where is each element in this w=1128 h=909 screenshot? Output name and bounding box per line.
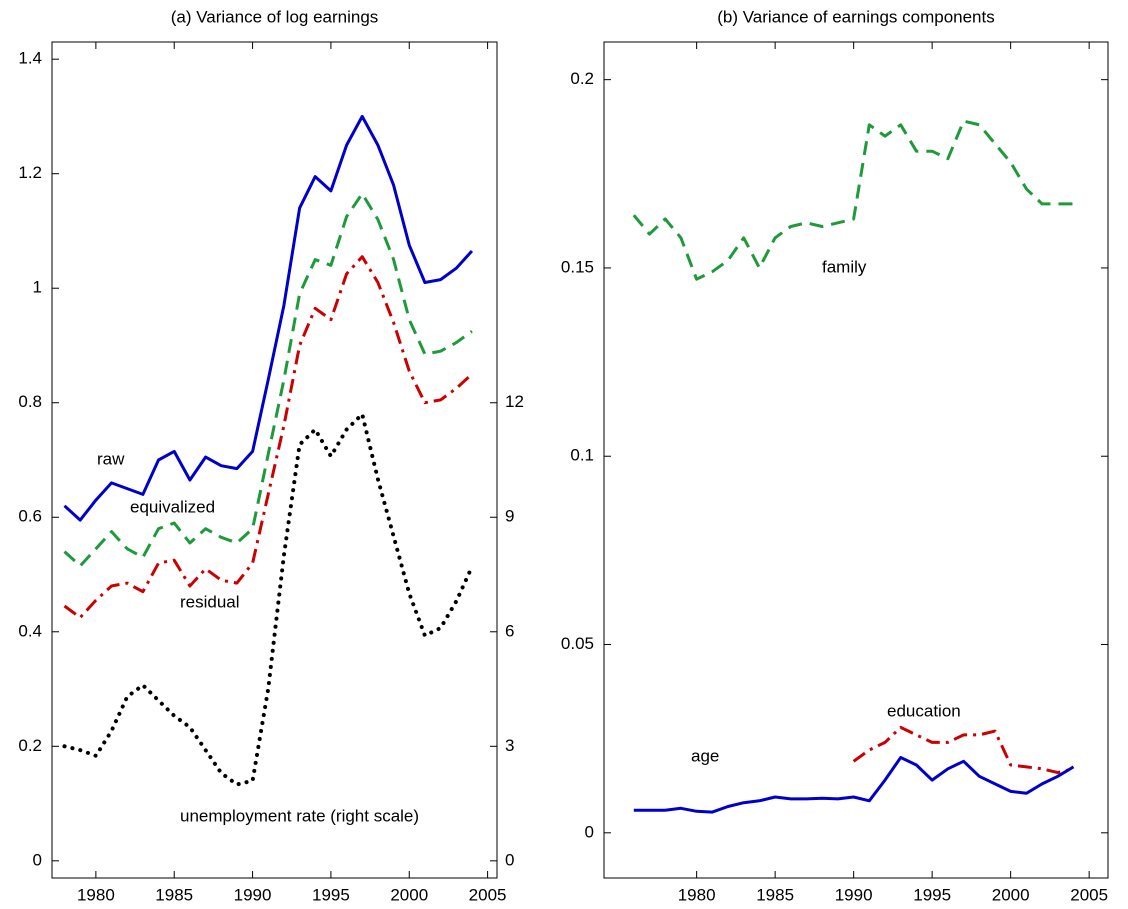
y-tick-label: 0.8 xyxy=(18,392,42,411)
y-tick-label: 0.2 xyxy=(570,69,594,88)
series-line xyxy=(63,255,473,619)
x-tick-label: 2005 xyxy=(1070,885,1108,904)
x-tick-label: 1985 xyxy=(756,885,794,904)
series-line xyxy=(63,192,473,568)
plot-frame xyxy=(51,41,498,879)
series-label: equivalized xyxy=(130,497,215,516)
y-tick-label: 0.15 xyxy=(561,257,594,276)
series-label: family xyxy=(822,257,867,276)
x-tick-label: 2000 xyxy=(390,885,428,904)
y-tick-label: 0.4 xyxy=(18,621,42,640)
series-label: unemployment rate (right scale) xyxy=(180,806,419,825)
series-line xyxy=(62,412,474,787)
panel-title: (b) Variance of earnings components xyxy=(717,7,995,26)
y-tick-label: 0.2 xyxy=(18,736,42,755)
series-label: residual xyxy=(180,592,240,611)
y-tick-label: 0 xyxy=(33,850,42,869)
series-line xyxy=(63,114,474,522)
x-tick-label: 1995 xyxy=(913,885,951,904)
x-tick-label: 2000 xyxy=(992,885,1030,904)
x-tick-label: 1990 xyxy=(835,885,873,904)
plot-frame xyxy=(603,41,1109,879)
series-label: education xyxy=(887,701,961,720)
x-tick-label: 1985 xyxy=(155,885,193,904)
x-tick-label: 2005 xyxy=(469,885,507,904)
series-line xyxy=(633,756,1075,814)
series-label: raw xyxy=(97,449,125,468)
y2-tick-label: 12 xyxy=(505,392,524,411)
panel-title: (a) Variance of log earnings xyxy=(171,7,379,26)
series-line xyxy=(632,119,1074,281)
y-tick-label: 1.4 xyxy=(18,49,42,68)
y-tick-label: 0 xyxy=(585,822,594,841)
y2-tick-label: 3 xyxy=(505,736,514,755)
x-tick-label: 1995 xyxy=(312,885,350,904)
y-tick-label: 0.05 xyxy=(561,634,594,653)
series-label: age xyxy=(691,746,719,765)
y-tick-label: 1.2 xyxy=(18,163,42,182)
y2-tick-label: 0 xyxy=(505,850,514,869)
y-tick-label: 1 xyxy=(33,278,42,297)
y-tick-label: 0.6 xyxy=(18,507,42,526)
x-tick-label: 1980 xyxy=(678,885,716,904)
y2-tick-label: 9 xyxy=(505,507,514,526)
y-tick-label: 0.1 xyxy=(570,446,594,465)
x-tick-label: 1990 xyxy=(234,885,272,904)
y2-tick-label: 6 xyxy=(505,621,514,640)
x-tick-label: 1980 xyxy=(77,885,115,904)
series-line xyxy=(852,725,1074,775)
